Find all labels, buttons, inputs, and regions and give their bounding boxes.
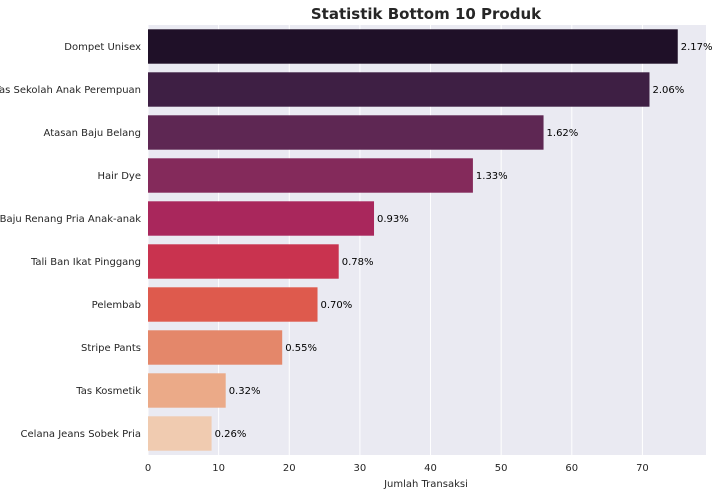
data-label: 2.17% (681, 42, 713, 53)
bar (148, 416, 212, 451)
category-label: Atasan Baju Belang (44, 128, 141, 139)
x-tick-label: 30 (354, 463, 367, 474)
data-label: 0.26% (215, 429, 247, 440)
category-labels: Dompet Unisex Tas Sekolah Anak Perempuan A… (0, 42, 141, 440)
bar (148, 115, 544, 150)
category-label: Stripe Pants (81, 343, 141, 354)
category-label: Dompet Unisex (64, 42, 141, 53)
data-label: 0.93% (377, 214, 409, 225)
x-tick-label: 40 (424, 463, 437, 474)
data-label: 0.55% (285, 343, 317, 354)
data-label: 2.06% (652, 85, 684, 96)
bar (148, 287, 318, 322)
category-label: Tali Ban Ikat Pinggang (30, 257, 141, 268)
bar (148, 158, 473, 193)
category-label: Tas Sekolah Anak Perempuan (0, 85, 141, 96)
bars (148, 29, 678, 451)
data-labels: 2.17% 2.06% 1.62% 1.33% 0.93% 0.78% 0.70% 0.55%… (215, 42, 713, 440)
x-tick-label: 50 (495, 463, 508, 474)
category-label: Baju Renang Pria Anak-anak (0, 214, 141, 225)
bar (148, 201, 375, 236)
data-label: 0.70% (321, 300, 353, 311)
x-tick-label: 10 (212, 463, 225, 474)
category-label: Hair Dye (98, 171, 142, 182)
x-tick-label: 60 (565, 463, 578, 474)
x-tick-label: 0 (145, 463, 151, 474)
bar (148, 72, 650, 107)
data-label: 1.62% (547, 128, 579, 139)
bar (148, 244, 339, 279)
bar (148, 29, 678, 64)
x-tick-labels: 0 10 20 30 40 50 60 70 (145, 463, 649, 474)
data-label: 1.33% (476, 171, 508, 182)
x-tick-label: 70 (636, 463, 649, 474)
x-tick-label: 20 (283, 463, 296, 474)
chart-title: Statistik Bottom 10 Produk (311, 5, 542, 23)
x-axis-label: Jumlah Transaksi (383, 479, 468, 490)
category-label: Tas Kosmetik (75, 386, 141, 397)
bar (148, 330, 283, 365)
data-label: 0.32% (229, 386, 261, 397)
bar (148, 373, 226, 408)
category-label: Pelembab (92, 300, 141, 311)
data-label: 0.78% (342, 257, 374, 268)
category-label: Celana Jeans Sobek Pria (21, 429, 141, 440)
